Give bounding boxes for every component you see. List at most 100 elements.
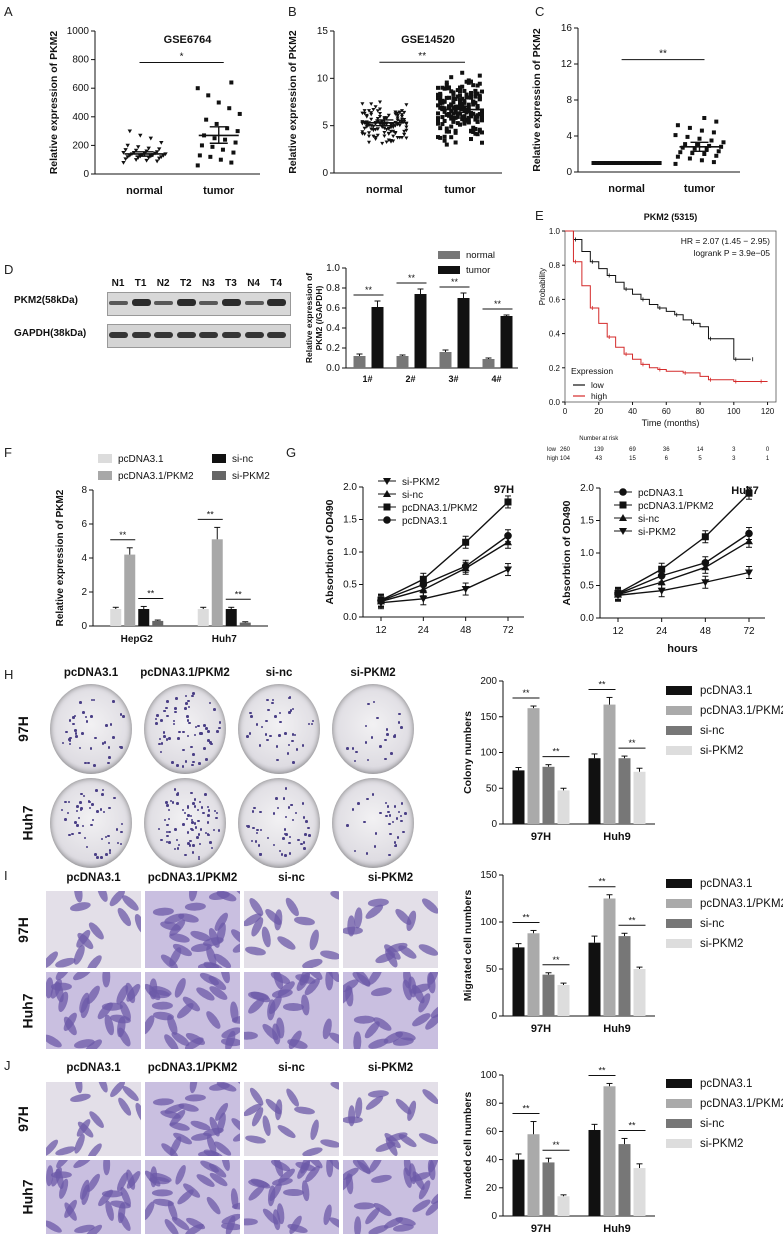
series-line (380, 535, 509, 602)
data-marker (461, 586, 470, 594)
data-point (480, 89, 484, 94)
blot-band-pkm2 (199, 301, 219, 305)
blot-row-label-pkm2: PKM2(58kDa) (14, 295, 78, 306)
data-point (386, 126, 391, 131)
panel-label-a: A (4, 4, 13, 19)
data-point (451, 111, 456, 116)
bar (542, 1162, 555, 1216)
data-point (451, 96, 456, 101)
data-point (480, 140, 484, 145)
data-point (444, 95, 449, 100)
y-tick-label: 1.0 (343, 547, 357, 558)
data-point (460, 70, 465, 75)
legend-label: normal (466, 250, 495, 261)
legend-label: high (591, 391, 607, 401)
data-point (397, 123, 402, 128)
data-point (444, 129, 449, 134)
x-tick-label: 72 (502, 625, 514, 636)
data-point (449, 135, 454, 140)
data-point (369, 111, 374, 115)
data-point (393, 112, 398, 116)
km-curve (565, 230, 751, 360)
data-marker (745, 537, 753, 545)
y-tick-label: 0.8 (549, 261, 561, 270)
data-point (458, 111, 462, 116)
data-point (362, 109, 367, 113)
grid-column-label: si-nc (278, 872, 305, 884)
x-tick-label: 1# (362, 374, 372, 384)
data-point (371, 107, 376, 112)
grid-row-label: Huh7 (19, 1179, 36, 1215)
data-marker (745, 569, 753, 577)
data-point (371, 124, 376, 129)
x-tick-label: 12 (375, 625, 387, 636)
data-point (438, 97, 443, 102)
legend-label: si-nc (232, 454, 253, 465)
data-point (371, 128, 376, 133)
data-point (675, 123, 680, 128)
y-tick-label: 0.5 (580, 581, 594, 592)
data-point (447, 85, 451, 90)
risk-count-high: 1 (766, 456, 770, 462)
data-marker (657, 587, 666, 595)
y-tick-label: 12 (561, 59, 573, 70)
data-marker (701, 563, 710, 571)
data-point (460, 96, 465, 101)
legend-label: si-nc (638, 514, 659, 525)
data-point (480, 130, 484, 135)
data-point (384, 140, 389, 144)
data-point (594, 161, 599, 165)
data-point (651, 161, 655, 165)
y-tick-label: 200 (480, 676, 497, 687)
data-point (138, 133, 143, 138)
y-axis-label: Relative expression of PKM2 (531, 28, 543, 172)
y-tick-label: 60 (486, 1126, 498, 1137)
data-point (455, 111, 460, 116)
bar (439, 352, 452, 368)
bar (197, 609, 209, 626)
data-point (159, 155, 164, 160)
data-point (469, 114, 473, 119)
x-tick-label: 24 (418, 625, 430, 636)
stained-cell-micrograph (244, 1082, 339, 1156)
grid-column-label: pcDNA3.1/PKM2 (140, 667, 230, 679)
grid-column-label: pcDNA3.1 (66, 1062, 121, 1074)
significance-mark: ** (207, 509, 215, 519)
bar (225, 609, 237, 626)
data-marker (658, 565, 666, 573)
data-point (438, 135, 443, 140)
significance-mark: ** (628, 738, 636, 748)
data-point (466, 102, 471, 107)
data-point (475, 91, 480, 96)
y-tick-label: 1.0 (580, 548, 594, 559)
data-point (369, 127, 374, 132)
blot-band-pkm2 (176, 299, 196, 306)
x-tick-label: normal (608, 183, 645, 195)
y-axis-label: Absorbtion of OD490 (324, 499, 336, 604)
data-point (438, 101, 443, 106)
data-marker (419, 595, 428, 603)
data-point (204, 117, 209, 122)
legend-label: si-nc (700, 918, 725, 930)
legend-swatch (666, 939, 692, 948)
data-point (675, 154, 680, 159)
bar (588, 942, 601, 1016)
data-point (237, 111, 242, 116)
bar (542, 766, 555, 824)
data-point (473, 114, 478, 119)
bar (633, 771, 646, 824)
data-point (455, 88, 460, 93)
x-tick-label: 120 (761, 407, 775, 416)
data-point (442, 109, 447, 114)
data-marker (701, 533, 709, 541)
y-tick-label: 1000 (67, 26, 90, 37)
bar (512, 947, 525, 1016)
western-blot: N1 T1 N2 T2 N3 T3 N4 T4 PKM2(58kDa) GAPDH(38kDa… (14, 278, 291, 350)
data-point (449, 109, 454, 114)
data-point (449, 124, 454, 129)
data-marker (619, 514, 627, 521)
x-axis-label: Time (months) (642, 418, 700, 428)
x-tick-label: normal (126, 185, 163, 197)
data-point (471, 129, 476, 134)
